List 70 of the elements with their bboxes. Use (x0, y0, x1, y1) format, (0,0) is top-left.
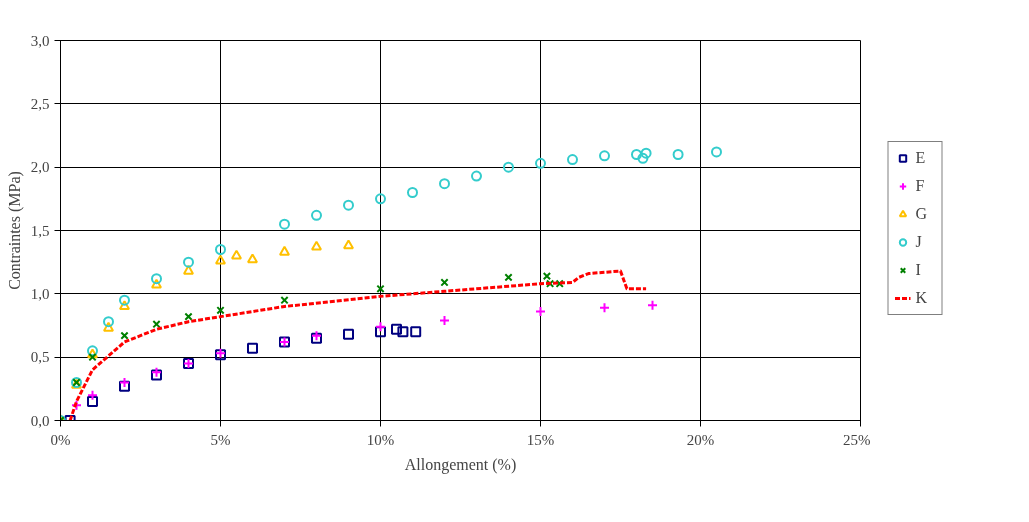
point (247, 253, 258, 264)
point (343, 239, 354, 250)
point (535, 157, 546, 169)
point (103, 316, 114, 328)
x-tick-label: 25% (843, 431, 871, 448)
point (279, 218, 290, 230)
point (397, 326, 409, 338)
point (311, 209, 322, 221)
point (439, 178, 450, 190)
point (247, 342, 258, 354)
point (183, 264, 194, 275)
point (216, 306, 225, 315)
y-tick-label: 1,5 (30, 222, 50, 239)
point (375, 193, 386, 205)
legend-label: K (915, 288, 929, 307)
point (711, 146, 722, 158)
point (376, 284, 385, 293)
x-axis-title: Allongement (%) (404, 455, 517, 474)
point (311, 240, 322, 251)
y-tick-label: 0,5 (30, 349, 50, 366)
point (410, 326, 422, 338)
point (88, 352, 97, 362)
point (152, 320, 161, 329)
x-tick-label: 0% (50, 431, 71, 448)
point (119, 380, 130, 392)
point (151, 273, 162, 285)
point (503, 161, 514, 173)
legend-label: I (915, 260, 922, 279)
x-tick-label: 10% (366, 431, 395, 448)
point (215, 254, 226, 265)
y-tick-label: 1,0 (30, 285, 50, 302)
point (542, 271, 552, 281)
point (151, 278, 162, 289)
point (391, 323, 402, 335)
point (183, 256, 194, 268)
point (184, 312, 193, 321)
point (120, 331, 129, 340)
point (279, 245, 290, 256)
y-axis-title: Contraintes (MPa) (5, 171, 24, 290)
point (343, 328, 354, 340)
point (567, 154, 578, 166)
y-tick-label: 0,0 (30, 412, 50, 429)
point (504, 273, 513, 282)
point (640, 147, 652, 159)
legend-label: E (915, 148, 927, 167)
point (631, 149, 642, 160)
y-tick-label: 2,0 (30, 159, 50, 176)
point (119, 300, 130, 311)
point (343, 199, 354, 211)
x-tick-label: 5% (210, 431, 231, 448)
legend-label: F (915, 176, 926, 195)
y-tick-label: 2,5 (30, 95, 50, 112)
point (471, 170, 482, 182)
legend-label: J (915, 232, 923, 251)
point (231, 249, 242, 260)
point (280, 295, 289, 305)
point (440, 278, 449, 287)
point (215, 244, 226, 255)
x-tick-label: 20% (686, 431, 715, 448)
point (375, 326, 386, 338)
point (599, 150, 610, 162)
point (103, 321, 114, 332)
point (637, 152, 649, 164)
point (119, 294, 130, 306)
y-tick-label: 3,0 (30, 32, 50, 49)
point (407, 187, 418, 198)
x-tick-label: 15% (526, 431, 555, 448)
point (87, 396, 98, 407)
legend-label: G (915, 204, 929, 223)
point (672, 149, 684, 160)
